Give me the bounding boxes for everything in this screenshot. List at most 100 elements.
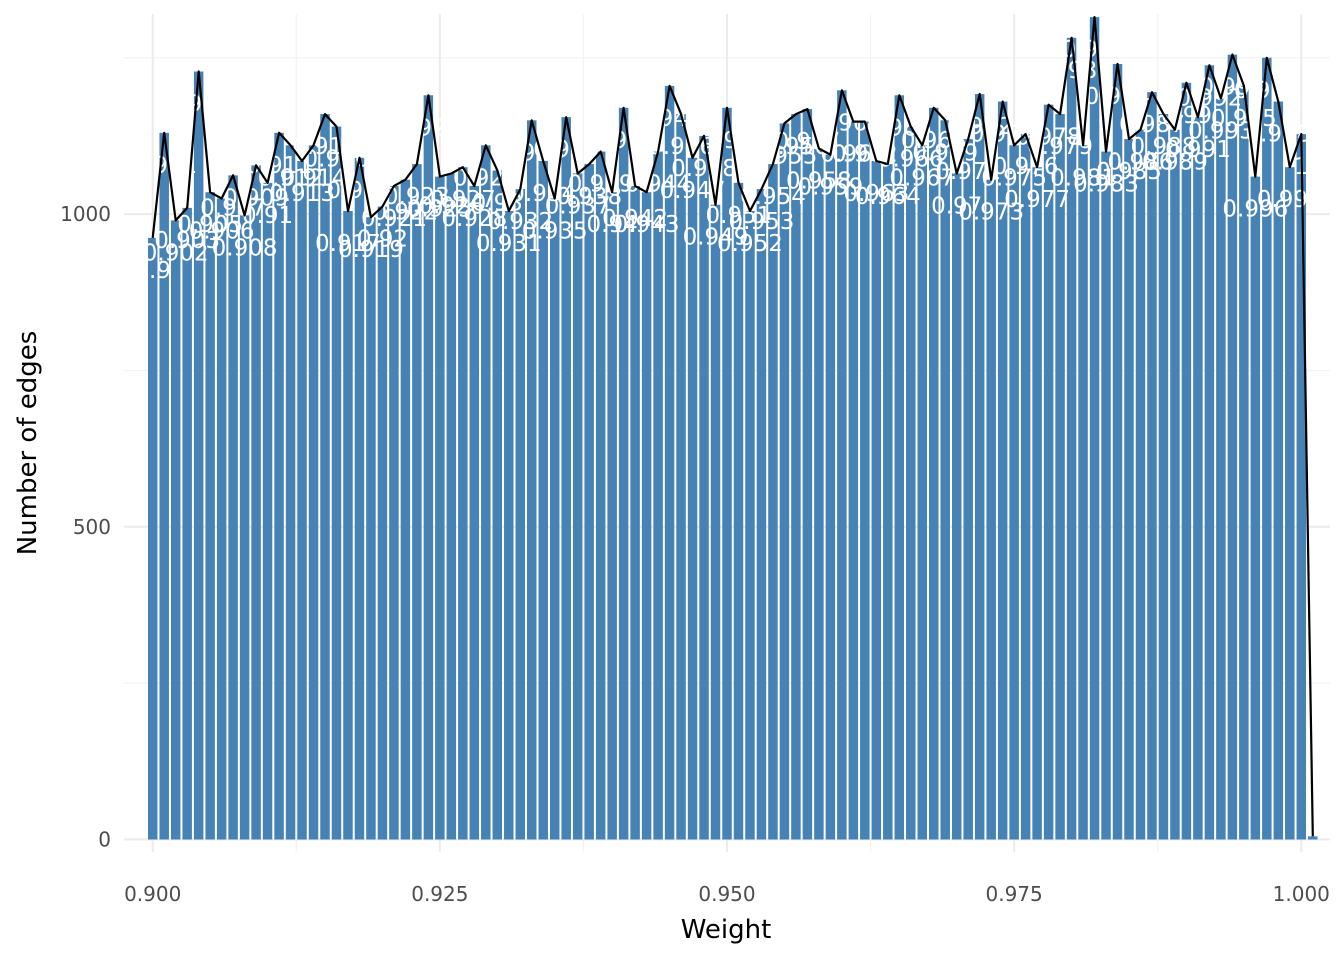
bar-label: 0.948	[671, 156, 737, 182]
bar-label: 0.96	[816, 110, 867, 136]
histogram-bar	[1112, 64, 1123, 840]
bar-label: 0.983	[1073, 172, 1139, 198]
histogram-bar	[308, 145, 319, 840]
bar-label: 0.955	[751, 143, 817, 169]
histogram-bar	[354, 157, 365, 840]
bar-label: 0.97	[931, 193, 982, 219]
histogram-bar	[929, 107, 939, 840]
histogram-bar	[699, 135, 709, 840]
bar-label: 0.965	[866, 115, 932, 141]
histogram-bar	[871, 160, 882, 840]
histogram-bar	[883, 164, 893, 840]
histogram-bar	[1308, 836, 1318, 840]
histogram-bar	[974, 94, 985, 840]
histogram-bar	[641, 192, 652, 840]
frequency-line	[151, 16, 1314, 837]
histogram-bar	[147, 237, 158, 840]
y-axis-title: Number of edges	[13, 331, 43, 556]
histogram-bar	[251, 165, 261, 840]
y-tick-label: 0	[98, 827, 111, 851]
histogram-bar	[687, 157, 698, 840]
bar-label: 0.952	[717, 231, 783, 257]
histogram-bar	[1124, 139, 1134, 840]
histogram-bar	[527, 120, 537, 840]
histogram-bar	[710, 204, 721, 840]
bar-label: 0.927	[430, 187, 496, 213]
histogram-bar	[262, 182, 273, 840]
histogram-bar	[561, 117, 571, 840]
frequency-polygon	[151, 16, 1314, 837]
bar-label: 0.906	[189, 218, 255, 244]
histogram-bar	[745, 210, 755, 840]
x-axis-title: Weight	[681, 915, 772, 945]
histogram-bar	[1066, 37, 1077, 840]
bar-label: 0.902	[143, 240, 209, 266]
histogram-bar	[894, 95, 905, 840]
histogram-bar	[951, 173, 962, 840]
histogram-bar	[1009, 145, 1019, 840]
bar-label: 0.921	[361, 206, 427, 232]
bar-label: 0.907	[200, 195, 266, 221]
histogram-bar	[779, 123, 790, 840]
histogram-bar	[331, 126, 342, 840]
bar-label: 0.984	[1085, 84, 1151, 110]
histogram-bar	[1032, 167, 1042, 840]
histogram-bar	[848, 121, 859, 840]
bar-label: 0.928	[441, 206, 507, 232]
histogram-bar	[549, 198, 560, 840]
bar-label: 0.95	[701, 128, 752, 154]
histogram-bar	[193, 71, 204, 840]
bar-label: 0.973	[958, 200, 1024, 226]
bars	[147, 17, 1318, 840]
histogram-bar	[906, 126, 916, 840]
bar-label: 0.986	[1108, 150, 1174, 176]
histogram-bar	[1285, 167, 1295, 840]
x-axis-ticks: 0.900 0.925 0.950 0.975 1.000	[124, 882, 1330, 906]
histogram-bar	[515, 189, 525, 840]
histogram-bar	[1043, 104, 1054, 840]
histogram-bar	[1227, 54, 1238, 840]
histogram-bar	[1158, 114, 1169, 840]
bar-label: 0.942	[602, 206, 668, 232]
histogram-bar	[825, 154, 836, 840]
bar-label: 0.99	[1161, 103, 1212, 129]
bar-labels: 0.90.9010.9020.9030.9040.9050.9060.9070.…	[131, 37, 1322, 284]
histogram-bar	[756, 189, 767, 840]
histogram-bar	[1262, 57, 1272, 840]
histogram-bar	[618, 107, 629, 840]
histogram-bar	[1250, 176, 1261, 840]
bar-label: 0.999	[1257, 187, 1323, 213]
histogram-bar	[1239, 85, 1249, 840]
histogram-bar	[228, 175, 238, 840]
histogram-bar	[182, 207, 192, 840]
bar-label: 0.92	[357, 227, 408, 253]
histogram-bar	[664, 85, 675, 840]
histogram-bar	[630, 185, 640, 840]
histogram-bar	[504, 210, 514, 840]
histogram-bar	[1135, 129, 1146, 840]
histogram-bar	[170, 220, 181, 840]
histogram-bar	[343, 210, 353, 840]
histogram-bar	[676, 114, 686, 840]
histogram-bar	[572, 173, 583, 840]
bar-label: 0.985	[1096, 159, 1162, 185]
histogram-bar	[1170, 129, 1180, 840]
histogram-bar	[1181, 82, 1192, 840]
bar-label: 0.919	[338, 237, 404, 263]
histogram-bar	[1089, 17, 1100, 840]
bar-label: 0.958	[786, 168, 852, 194]
bar-label: 0.953	[729, 209, 795, 235]
bar-label: 0.909	[223, 185, 289, 211]
histogram-bar	[400, 179, 411, 840]
bar-label: 0.918	[327, 178, 393, 204]
histogram-bar	[320, 114, 330, 840]
bar-label: 0.993	[1188, 118, 1254, 144]
histogram-bar	[837, 90, 847, 840]
histogram-bar	[423, 95, 434, 840]
bar-label: 0.954	[740, 184, 806, 210]
x-tick-label: 0.975	[986, 882, 1043, 906]
histogram-bar	[986, 179, 996, 840]
histogram-bar	[595, 151, 606, 840]
bar-label: 0.929	[453, 165, 519, 191]
